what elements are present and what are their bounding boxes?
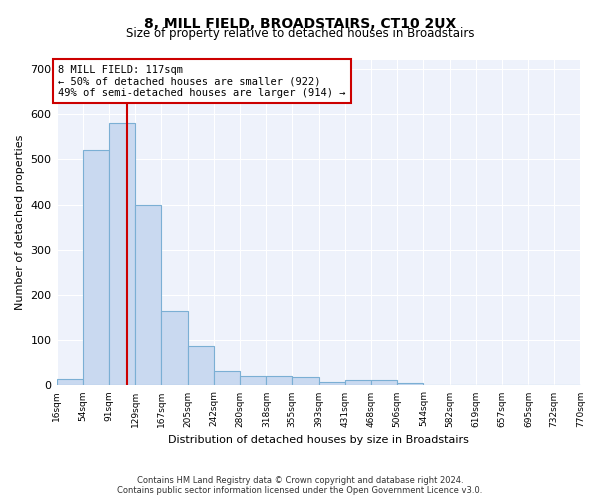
Bar <box>397 383 424 386</box>
Text: 8 MILL FIELD: 117sqm
← 50% of detached houses are smaller (922)
49% of semi-deta: 8 MILL FIELD: 117sqm ← 50% of detached h… <box>58 64 346 98</box>
Bar <box>188 346 214 386</box>
Bar <box>161 311 188 386</box>
Bar <box>266 376 292 386</box>
X-axis label: Distribution of detached houses by size in Broadstairs: Distribution of detached houses by size … <box>168 435 469 445</box>
Text: 8, MILL FIELD, BROADSTAIRS, CT10 2UX: 8, MILL FIELD, BROADSTAIRS, CT10 2UX <box>144 18 456 32</box>
Text: Contains HM Land Registry data © Crown copyright and database right 2024.
Contai: Contains HM Land Registry data © Crown c… <box>118 476 482 495</box>
Text: Size of property relative to detached houses in Broadstairs: Size of property relative to detached ho… <box>126 28 474 40</box>
Bar <box>56 378 83 386</box>
Bar <box>292 378 319 386</box>
Bar <box>83 150 109 386</box>
Bar <box>371 380 397 386</box>
Bar <box>345 380 371 386</box>
Bar <box>135 204 161 386</box>
Bar <box>109 124 135 386</box>
Y-axis label: Number of detached properties: Number of detached properties <box>15 135 25 310</box>
Bar <box>214 371 240 386</box>
Bar <box>319 382 345 386</box>
Bar <box>240 376 266 386</box>
